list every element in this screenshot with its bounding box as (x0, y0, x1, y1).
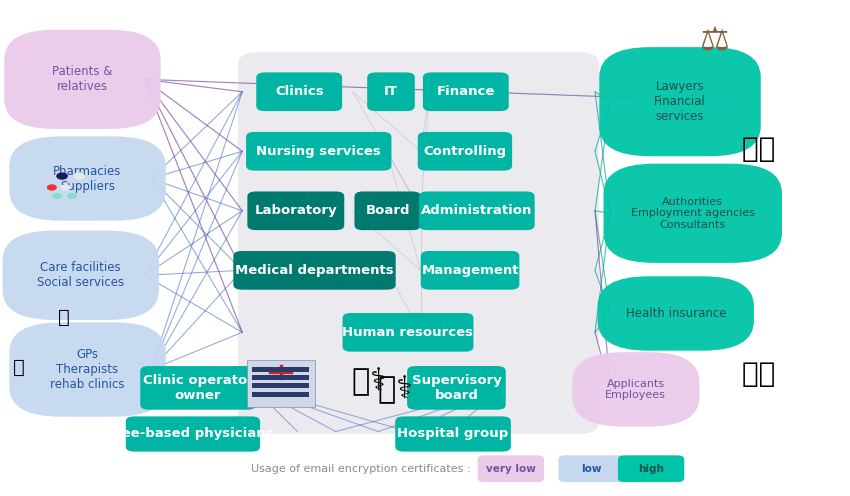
Text: Finance: Finance (437, 85, 495, 98)
FancyBboxPatch shape (419, 191, 535, 230)
FancyBboxPatch shape (572, 352, 700, 427)
Circle shape (68, 193, 76, 198)
FancyBboxPatch shape (478, 455, 544, 482)
Text: Health insurance: Health insurance (626, 307, 726, 320)
FancyBboxPatch shape (558, 455, 625, 482)
FancyBboxPatch shape (3, 231, 159, 320)
Circle shape (48, 185, 56, 190)
Text: Care facilities
Social services: Care facilities Social services (37, 261, 124, 289)
FancyBboxPatch shape (246, 360, 314, 407)
Text: very low: very low (486, 464, 536, 474)
FancyBboxPatch shape (252, 392, 309, 397)
Text: IT: IT (384, 85, 398, 98)
FancyBboxPatch shape (233, 251, 395, 290)
FancyBboxPatch shape (252, 367, 309, 372)
FancyBboxPatch shape (598, 276, 754, 351)
FancyBboxPatch shape (423, 72, 508, 111)
Text: Lawyers
Financial
services: Lawyers Financial services (654, 80, 706, 123)
Circle shape (61, 185, 70, 190)
FancyBboxPatch shape (126, 417, 260, 451)
FancyBboxPatch shape (256, 72, 342, 111)
Text: Patients &
relatives: Patients & relatives (52, 65, 113, 93)
Text: Human resources: Human resources (343, 326, 473, 339)
FancyBboxPatch shape (418, 132, 512, 171)
Text: Hospital group: Hospital group (398, 428, 508, 440)
Text: Fee-based physicians: Fee-based physicians (113, 428, 273, 440)
Text: Supervisory
board: Supervisory board (411, 374, 501, 402)
FancyBboxPatch shape (246, 132, 391, 171)
Text: 🧑‍💼: 🧑‍💼 (741, 361, 775, 388)
Circle shape (53, 193, 61, 198)
FancyBboxPatch shape (9, 136, 166, 221)
Text: 🧪: 🧪 (13, 358, 25, 376)
Text: Authorities
Employment agencies
Consultants: Authorities Employment agencies Consulta… (631, 197, 755, 230)
Text: high: high (638, 464, 664, 474)
FancyBboxPatch shape (421, 251, 519, 290)
Circle shape (74, 173, 84, 179)
FancyBboxPatch shape (343, 313, 473, 352)
Text: Medical departments: Medical departments (235, 264, 394, 277)
Text: low: low (581, 464, 602, 474)
Text: Clinics: Clinics (275, 85, 324, 98)
FancyBboxPatch shape (252, 375, 309, 380)
Text: Board: Board (366, 204, 410, 217)
Text: GPs
Therapists
rehab clinics: GPs Therapists rehab clinics (50, 348, 125, 391)
Text: 👩‍⚕️: 👩‍⚕️ (378, 375, 412, 404)
Text: Usage of email encryption certificates :: Usage of email encryption certificates : (251, 464, 470, 474)
FancyBboxPatch shape (4, 30, 161, 129)
Text: ⚖: ⚖ (699, 23, 729, 56)
FancyBboxPatch shape (367, 72, 415, 111)
FancyBboxPatch shape (354, 191, 421, 230)
Circle shape (57, 173, 67, 179)
Text: Applicants
Employees: Applicants Employees (605, 378, 666, 400)
FancyBboxPatch shape (140, 366, 256, 410)
Text: Clinic operator
owner: Clinic operator owner (143, 374, 253, 402)
Text: Pharmacies
Suppliers: Pharmacies Suppliers (54, 165, 122, 192)
FancyBboxPatch shape (618, 455, 684, 482)
Text: Management: Management (422, 264, 518, 277)
Text: Controlling: Controlling (423, 145, 507, 158)
FancyBboxPatch shape (9, 322, 166, 417)
Text: 👩‍💼: 👩‍💼 (742, 135, 776, 163)
Text: Administration: Administration (421, 204, 533, 217)
FancyBboxPatch shape (238, 52, 599, 434)
FancyBboxPatch shape (604, 164, 782, 263)
Text: 🧑‍⚕️: 🧑‍⚕️ (353, 368, 387, 396)
FancyBboxPatch shape (247, 191, 344, 230)
FancyBboxPatch shape (407, 366, 506, 410)
Text: 🚑: 🚑 (58, 308, 70, 327)
Text: Laboratory: Laboratory (254, 204, 337, 217)
FancyBboxPatch shape (252, 383, 309, 388)
FancyBboxPatch shape (599, 47, 761, 156)
FancyBboxPatch shape (395, 417, 511, 451)
Text: Nursing services: Nursing services (257, 145, 381, 158)
